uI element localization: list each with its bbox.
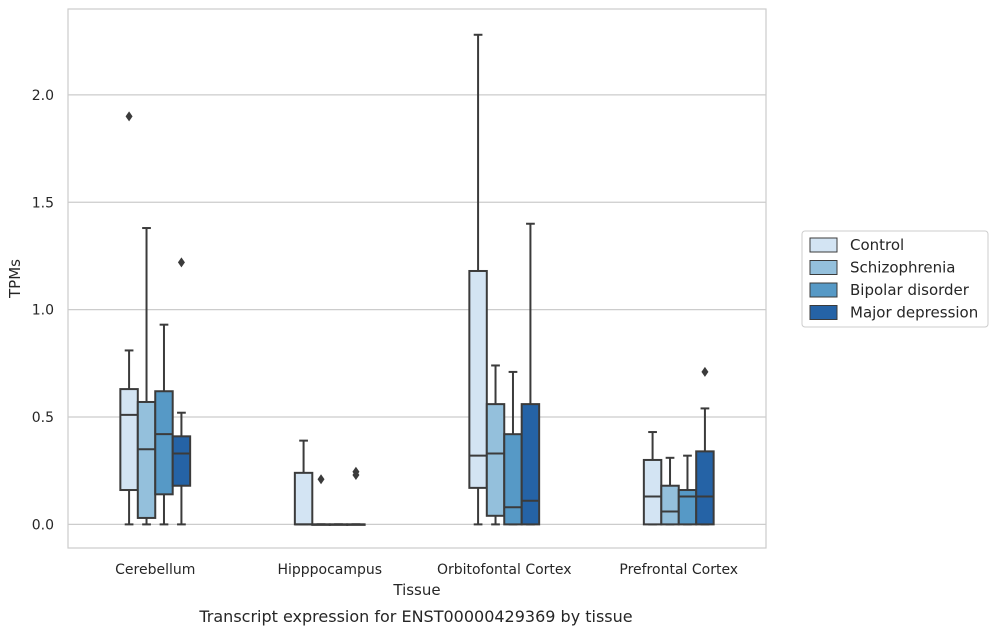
box-body <box>468 269 488 489</box>
y-tick-label: 1.0 <box>32 303 54 319</box>
outlier-point <box>701 366 709 377</box>
outlier-point <box>177 257 185 268</box>
legend: Control Schizophrenia Bipolar disorder Majo… <box>801 230 989 328</box>
y-tick-label: 1.5 <box>32 195 54 211</box>
box-body <box>503 433 523 526</box>
box-body <box>154 390 174 496</box>
outlier-point <box>352 466 360 477</box>
outlier-point <box>317 474 325 485</box>
legend-swatch <box>809 282 838 298</box>
box-body <box>136 400 157 519</box>
legend-swatch <box>809 237 838 253</box>
legend-label: Major depression <box>850 304 978 322</box>
outlier-point <box>125 111 133 122</box>
box-control <box>468 33 488 526</box>
box-bipolar-disorder <box>677 454 698 526</box>
box-body <box>520 403 541 526</box>
box-body <box>119 388 139 492</box>
x-tick-label: Orbitofontal Cortex <box>437 562 572 578</box>
box-schizophrenia <box>660 456 680 526</box>
box-major-depression <box>520 222 541 526</box>
y-tick-label: 0.0 <box>32 517 54 533</box>
box-schizophrenia <box>136 227 157 526</box>
y-tick-label: 0.5 <box>32 410 54 426</box>
x-tick-label: Hipppocampus <box>277 562 382 578</box>
box-control <box>119 111 139 526</box>
box-body <box>642 458 663 526</box>
box-schizophrenia <box>485 364 506 526</box>
legend-frame <box>801 230 989 328</box>
y-tick-labels: 0.0 0.5 1.0 1.5 2.0 <box>32 88 54 533</box>
box-control <box>293 439 314 526</box>
legend-label: Control <box>850 236 904 254</box>
x-tick-labels: Cerebellum Hipppocampus Orbitofontal Corte… <box>115 562 738 578</box>
box-control <box>642 431 663 526</box>
box-layer <box>119 33 715 526</box>
box-body <box>695 450 715 526</box>
box-body <box>660 484 680 526</box>
y-axis-label: TPMs <box>6 259 24 299</box>
legend-label: Schizophrenia <box>850 259 955 277</box>
legend-swatch <box>809 305 838 320</box>
plot-frame <box>67 8 767 549</box>
chart-caption: Transcript expression for ENST0000042936… <box>198 607 632 626</box>
x-tick-label: Cerebellum <box>115 562 195 578</box>
box-body <box>293 471 314 526</box>
box-major-depression <box>346 466 366 526</box>
box-bipolar-disorder <box>328 523 349 526</box>
legend-swatch <box>809 260 838 275</box>
x-tick-label: Prefrontal Cortex <box>619 562 738 578</box>
box-body <box>485 403 506 517</box>
legend-label: Bipolar disorder <box>850 281 970 299</box>
box-schizophrenia <box>311 474 331 526</box>
box-major-depression <box>695 366 715 526</box>
box-major-depression <box>171 257 192 526</box>
x-axis-label: Tissue <box>392 581 440 599</box>
y-tick-label: 2.0 <box>32 88 54 104</box>
box-bipolar-disorder <box>503 370 523 526</box>
box-body <box>171 435 192 487</box>
box-body <box>677 489 698 526</box>
box-bipolar-disorder <box>154 323 174 526</box>
